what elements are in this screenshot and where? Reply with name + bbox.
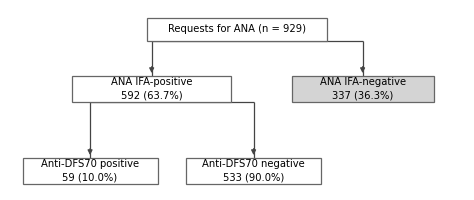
FancyBboxPatch shape [147, 18, 327, 40]
FancyBboxPatch shape [72, 76, 231, 102]
Text: ANA IFA-positive
592 (63.7%): ANA IFA-positive 592 (63.7%) [111, 77, 192, 101]
Text: Requests for ANA (n = 929): Requests for ANA (n = 929) [168, 24, 306, 34]
FancyBboxPatch shape [23, 158, 157, 184]
Text: Anti-DFS70 positive
59 (10.0%): Anti-DFS70 positive 59 (10.0%) [41, 159, 139, 183]
Text: Anti-DFS70 negative
533 (90.0%): Anti-DFS70 negative 533 (90.0%) [202, 159, 305, 183]
FancyBboxPatch shape [292, 76, 434, 102]
FancyBboxPatch shape [186, 158, 321, 184]
Text: ANA IFA-negative
337 (36.3%): ANA IFA-negative 337 (36.3%) [319, 77, 406, 101]
